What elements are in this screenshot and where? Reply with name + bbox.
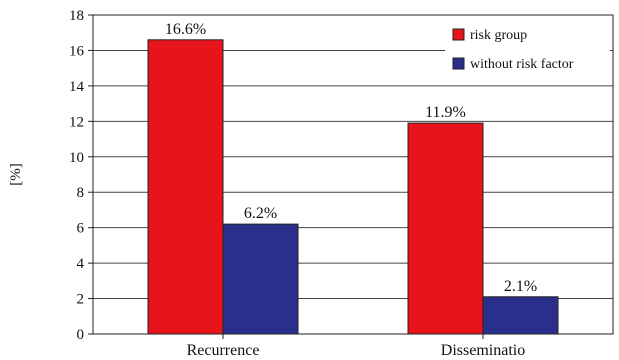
y-tick-label: 12 [69,114,84,130]
bar-without-risk-factor-disseminatio [482,296,559,335]
x-category-label: Disseminatio [441,342,525,359]
y-tick-label: 4 [77,256,85,272]
plot-frame [92,14,614,335]
y-tick-label: 14 [69,79,85,95]
y-tick-label: 18 [69,8,84,24]
y-tick-label: 10 [69,150,84,166]
y-axis-ticks: 0 2 4 6 8 10 12 14 16 18 [69,8,93,343]
y-axis-label: [%] [8,163,24,186]
data-label: 16.6% [165,21,206,38]
data-label: 11.9% [425,104,466,121]
legend-swatch [452,28,465,41]
bar-risk-group-disseminatio [407,122,484,335]
legend-box [445,18,610,78]
y-tick-label: 2 [77,292,85,308]
bars [147,39,559,335]
x-category-label: Recurrence [187,342,260,359]
y-tick-label: 16 [69,43,85,59]
legend-label: without risk factor [470,57,574,72]
x-axis-category-labels: Recurrence Disseminatio [187,334,525,359]
data-label: 2.1% [504,278,537,295]
y-tick-label: 8 [77,185,85,201]
data-labels: 16.6% 6.2% 11.9% 2.1% [165,21,537,295]
legend-label: risk group [470,28,527,43]
y-tick-label: 6 [77,221,85,237]
bar-without-risk-factor-recurrence [222,223,299,335]
bar-risk-group-recurrence [147,39,224,335]
y-tick-label: 0 [77,327,85,343]
data-label: 6.2% [244,205,277,222]
legend-swatch [452,57,465,70]
legend: risk group without risk factor [445,18,610,78]
